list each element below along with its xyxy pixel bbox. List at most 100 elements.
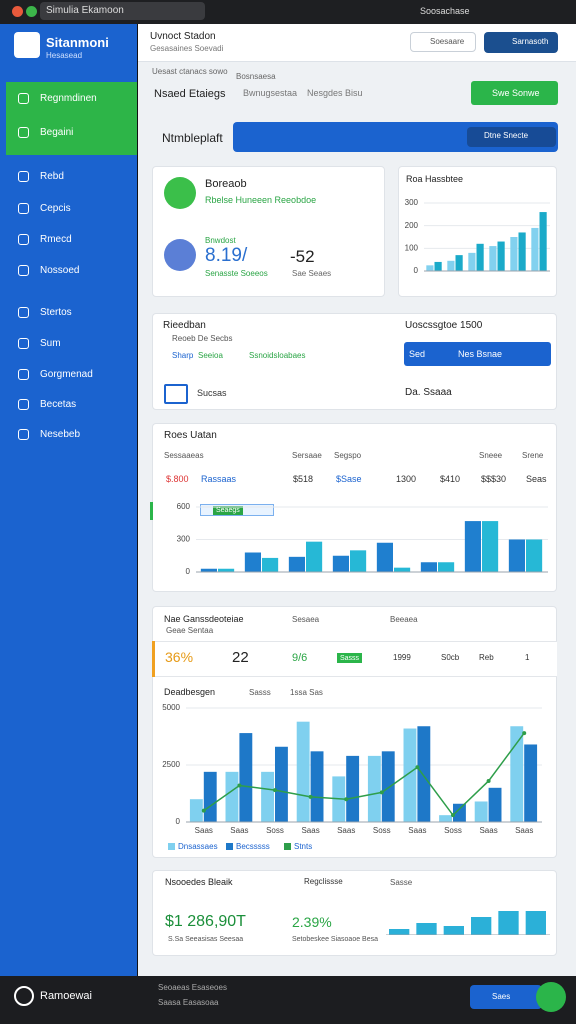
row-label: Sucsas xyxy=(197,388,227,398)
primary-button[interactable] xyxy=(471,81,558,105)
bar xyxy=(376,542,393,572)
legend-swatch xyxy=(168,843,175,850)
accent xyxy=(150,502,153,520)
nav-item[interactable]: Cepcis xyxy=(40,203,71,214)
window-close[interactable] xyxy=(12,6,23,17)
tab[interactable]: Nesgdes Bisu xyxy=(307,88,363,98)
stat-value: 8.19/ xyxy=(205,245,248,266)
note: Sasse xyxy=(390,878,413,887)
bottom-button[interactable] xyxy=(470,985,542,1009)
y-tick-label: 300 xyxy=(405,198,419,207)
chart: 0 300 600 xyxy=(177,502,548,576)
mini-chart-card xyxy=(398,166,557,297)
nav-item[interactable]: Stertos xyxy=(40,307,72,318)
tab[interactable]: Nsaed Etaiegs xyxy=(154,88,226,100)
bottom-logo xyxy=(14,986,34,1006)
window-min[interactable] xyxy=(26,6,37,17)
tab[interactable]: Bwnugsestaa xyxy=(243,88,298,98)
chart4-card xyxy=(152,870,557,956)
nav-item[interactable]: Rebd xyxy=(40,171,64,182)
cell: $.800 xyxy=(166,474,189,484)
nav-item[interactable]: Rmecd xyxy=(40,234,72,245)
bar xyxy=(526,539,543,572)
chart-title: Deadbesgen xyxy=(164,687,216,697)
y-tick-label: 0 xyxy=(176,817,181,826)
kpi: 2.39% xyxy=(292,914,332,930)
row-value: Da. Ssaaa xyxy=(405,387,452,398)
nav-item[interactable]: Nesebeb xyxy=(40,429,81,440)
footer-brand: Ramoewai xyxy=(40,990,92,1002)
card-subtitle: Rbelse Huneeen Reeobdoe xyxy=(205,195,317,205)
nav-item[interactable]: Regnmdinen xyxy=(40,93,97,104)
y-tick-label: 200 xyxy=(405,221,419,230)
brand-sub: Hesasead xyxy=(46,51,83,60)
kpi-sub: Setobeskee Siasoaoe Besa xyxy=(292,936,379,943)
search-text: Soesaare xyxy=(430,37,465,46)
bar xyxy=(389,929,410,935)
bar xyxy=(306,541,323,572)
chat-button[interactable] xyxy=(536,982,566,1012)
summary-cell: 9/6 xyxy=(292,652,308,664)
x-tick-label: Saas xyxy=(195,826,213,835)
user-name: Sarnasoth xyxy=(512,37,549,46)
search-box[interactable] xyxy=(410,32,476,52)
bar xyxy=(244,552,261,572)
button-label: Dtne Snecte xyxy=(484,131,529,140)
cell: Rassaas xyxy=(201,474,237,484)
legend-item: Ssnoidsloabaes xyxy=(249,351,306,360)
y-tick-label: 0 xyxy=(186,567,191,576)
select[interactable] xyxy=(404,342,551,366)
button-label: Saes xyxy=(492,992,511,1001)
legend-item: Seeioa xyxy=(198,351,223,360)
button-label: Swe Sonwe xyxy=(492,88,540,98)
bar xyxy=(518,232,526,271)
cell: $Sase xyxy=(336,474,362,484)
line-point xyxy=(522,731,527,736)
chart: 0 2500 5000 Saas Saas Soss Saas Saas Soss Saas Sos… xyxy=(162,703,542,835)
cell: $$$30 xyxy=(481,474,507,484)
bar xyxy=(332,555,349,572)
nav-item[interactable]: Gorgmenad xyxy=(40,369,93,380)
bar xyxy=(403,728,417,822)
column-header: Sneee xyxy=(479,451,503,460)
bar xyxy=(482,521,499,572)
bar xyxy=(261,771,274,822)
bar xyxy=(525,911,546,935)
nav-item[interactable]: Begaini xyxy=(40,127,74,138)
window-title: Simulia Ekamoon xyxy=(46,5,124,16)
card-title: Roa Hassbtee xyxy=(406,174,464,184)
nav-item[interactable]: Sum xyxy=(40,338,61,349)
y-tick-label: 2500 xyxy=(162,760,180,769)
bar xyxy=(508,539,525,572)
bar xyxy=(498,911,519,935)
bar xyxy=(489,246,497,271)
bar xyxy=(476,243,484,271)
legend-label: Dnsassaes xyxy=(178,842,218,851)
row-icon xyxy=(164,384,188,404)
line-point xyxy=(415,765,420,770)
y-tick-label: 300 xyxy=(177,535,191,544)
card-title: Roes Uatan xyxy=(164,430,217,441)
summary-cell: 1 xyxy=(525,653,530,662)
user-chip[interactable] xyxy=(484,32,558,53)
bar xyxy=(417,726,431,822)
bar xyxy=(346,755,360,822)
nav-item[interactable]: Nossoed xyxy=(40,265,80,276)
banner-button[interactable] xyxy=(467,127,556,147)
tag xyxy=(337,653,362,663)
page-subtitle: Gesasaines Soevadi xyxy=(150,44,224,53)
breadcrumb: Bosnsaesa xyxy=(236,72,276,81)
bar xyxy=(239,733,253,822)
column-header: Srene xyxy=(522,451,544,460)
line-point xyxy=(486,778,491,783)
summary-cell: S0cb xyxy=(441,653,460,662)
nav-item[interactable]: Becetas xyxy=(40,399,77,410)
line-point xyxy=(273,788,277,793)
summary-cell: 22 xyxy=(232,649,249,666)
line-point xyxy=(344,797,349,802)
legend-swatch xyxy=(226,843,233,850)
stat-sub: Senasste Soeeos xyxy=(205,269,268,278)
bar xyxy=(510,726,524,822)
bar xyxy=(455,255,463,271)
window-tab[interactable] xyxy=(40,2,205,20)
